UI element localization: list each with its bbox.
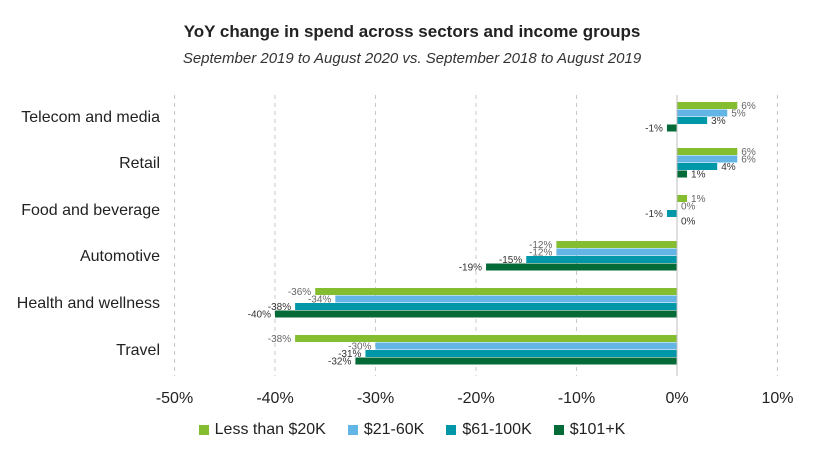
category-label: Automotive — [80, 248, 160, 265]
legend: Less than $20K $21-60K $61-100K $101+K — [0, 421, 824, 439]
data-label: -34% — [308, 295, 331, 306]
data-label: 1% — [691, 170, 706, 181]
data-label: -30% — [348, 342, 371, 353]
data-label: 0% — [681, 202, 696, 213]
legend-item: $61-100K — [446, 421, 532, 439]
legend-label: $21-60K — [363, 421, 425, 438]
bar — [335, 295, 677, 303]
category-label: Retail — [119, 155, 160, 172]
data-label: -1% — [645, 124, 663, 135]
bar — [677, 148, 738, 155]
chart-subtitle: September 2019 to August 2020 vs. Septem… — [182, 50, 642, 67]
bar — [315, 288, 677, 295]
data-label: -38% — [268, 334, 291, 345]
bar — [677, 109, 728, 117]
legend-item: $21-60K — [347, 421, 425, 439]
data-label: -1% — [645, 209, 663, 220]
legend-item: $101+K — [553, 421, 626, 439]
bar — [295, 303, 677, 310]
legend-label: $101+K — [569, 421, 626, 438]
bar — [275, 310, 677, 318]
bar — [677, 170, 688, 178]
x-tick-label: -30% — [357, 390, 394, 407]
legend-label: $61-100K — [462, 421, 532, 438]
data-label: -38% — [268, 302, 291, 313]
category-label: Travel — [116, 342, 160, 359]
chart-title: YoY change in spend across sectors and i… — [183, 22, 641, 41]
x-tick-label: -40% — [256, 390, 293, 407]
data-label: 6% — [741, 101, 756, 112]
data-label: 3% — [711, 116, 726, 127]
legend-swatch — [198, 425, 209, 435]
bar — [486, 263, 677, 271]
x-tick-label: -50% — [156, 390, 193, 407]
bar — [677, 155, 738, 163]
bar — [295, 335, 677, 342]
bar — [365, 350, 677, 357]
bar — [677, 195, 688, 202]
bar — [375, 342, 677, 350]
x-tick-label: 10% — [761, 390, 793, 407]
data-label: -12% — [529, 240, 552, 251]
bar — [677, 102, 738, 109]
category-label: Telecom and media — [21, 109, 160, 126]
bar — [677, 163, 718, 170]
data-label: 4% — [721, 162, 736, 173]
legend-swatch — [446, 425, 457, 435]
category-label: Health and wellness — [17, 295, 160, 312]
data-label: -36% — [288, 287, 311, 298]
x-tick-label: -20% — [457, 390, 494, 407]
data-label: -40% — [248, 310, 271, 321]
bar — [556, 241, 677, 248]
bar — [666, 210, 677, 217]
data-label: -12% — [529, 248, 552, 259]
data-label: -32% — [328, 357, 351, 368]
data-label: 0% — [681, 217, 696, 228]
data-label: 5% — [731, 109, 746, 120]
data-label: -31% — [338, 349, 361, 360]
data-label: -19% — [459, 263, 482, 274]
bar — [355, 357, 677, 365]
data-label: -15% — [499, 255, 522, 266]
legend-swatch — [347, 425, 358, 435]
data-label: 6% — [741, 155, 756, 166]
x-tick-label: 0% — [665, 390, 688, 407]
bar — [677, 117, 708, 124]
legend-item: Less than $20K — [198, 421, 326, 439]
x-tick-label: -10% — [558, 390, 595, 407]
data-label: 1% — [691, 194, 706, 205]
legend-label: Less than $20K — [214, 421, 326, 438]
category-label: Food and beverage — [21, 202, 160, 219]
bar — [556, 248, 677, 256]
bar — [526, 256, 677, 263]
legend-swatch — [553, 425, 564, 435]
bar — [666, 124, 677, 132]
data-label: 6% — [741, 147, 756, 158]
